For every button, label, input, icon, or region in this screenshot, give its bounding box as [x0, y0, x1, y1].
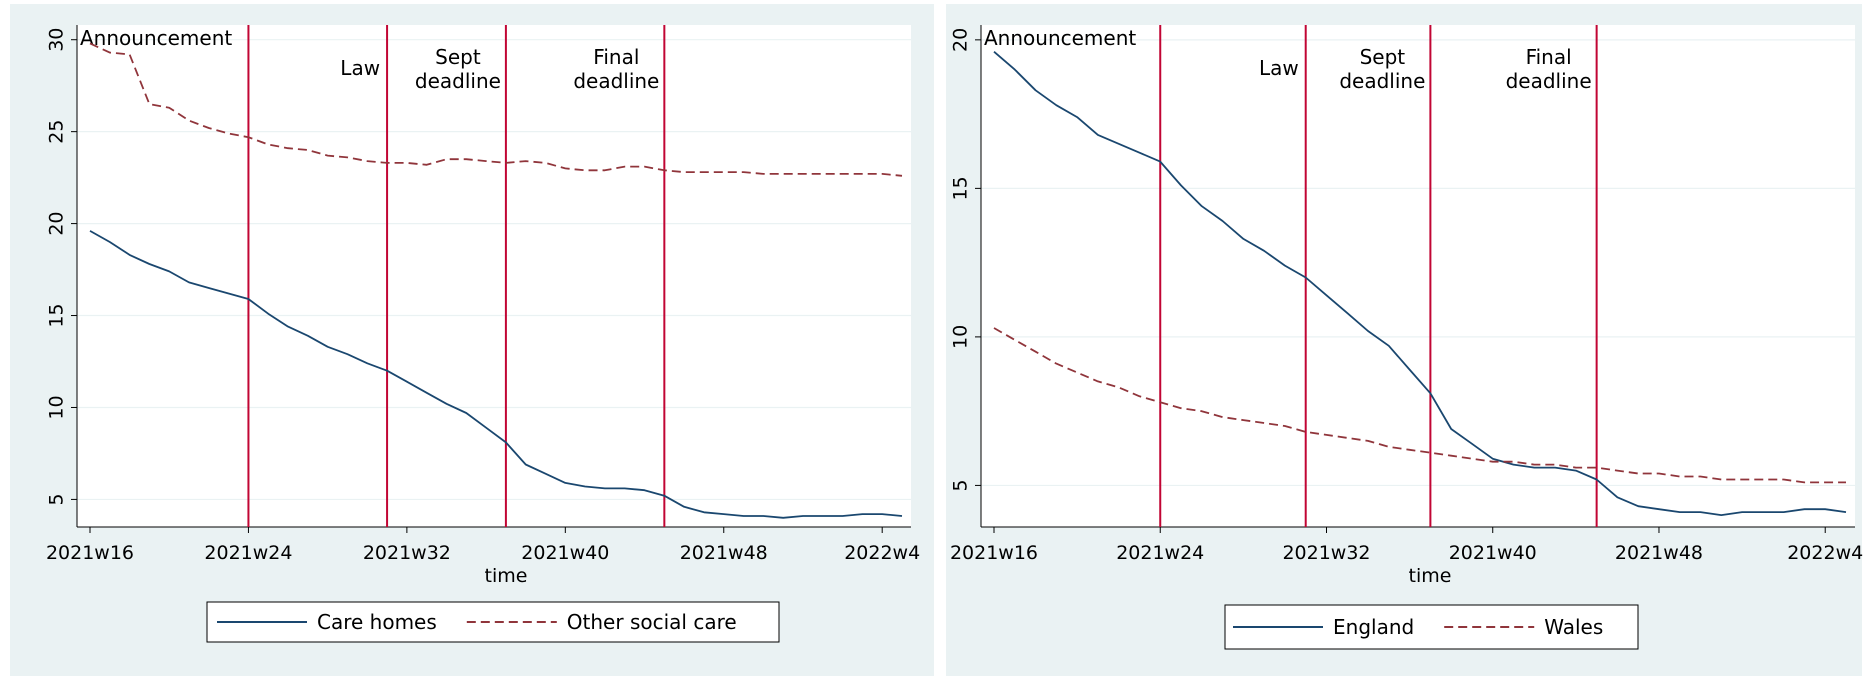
- legend-label: England: [1333, 615, 1414, 639]
- x-tick-label: 2022w4: [1787, 542, 1863, 564]
- series-line-care-homes: [89, 230, 903, 519]
- plot-area: [981, 25, 1855, 527]
- y-tick-label: 10: [950, 325, 972, 349]
- series-line-england: [993, 51, 1847, 516]
- x-tick-label: 2021w40: [1449, 542, 1537, 564]
- event-label: deadline: [573, 69, 659, 93]
- event-label: Sept: [1360, 45, 1406, 69]
- x-tick-label: 2021w24: [204, 542, 292, 564]
- x-tick-label: 2021w32: [1282, 542, 1370, 564]
- series-line-other-social-care: [89, 42, 903, 177]
- x-tick-label: 2021w16: [950, 542, 1038, 564]
- event-label: Sept: [435, 45, 481, 69]
- event-label: deadline: [1506, 69, 1592, 93]
- x-tick-label: 2022w4: [844, 542, 920, 564]
- legend-label: Care homes: [317, 610, 437, 634]
- panel-right: 5 10 15 20 2021w16 2021w24 2021w32 2021w40 2021w…: [946, 4, 1863, 676]
- panel-left: 5 10 15 20 25 30 2021w16 2021w24 2021w32 2021w40 2…: [10, 4, 934, 676]
- y-tick-label: 25: [46, 120, 68, 144]
- y-tick-label: 10: [46, 395, 68, 419]
- event-label: Final: [593, 45, 639, 69]
- y-tick-label: 5: [950, 479, 972, 491]
- event-label: Law: [340, 56, 380, 80]
- y-tick-label: 30: [46, 28, 68, 52]
- x-axis-label: time: [1409, 565, 1452, 587]
- x-tick-label: 2021w48: [1615, 542, 1703, 564]
- y-tick-label: 20: [45, 211, 67, 235]
- event-label: deadline: [415, 69, 501, 93]
- y-tick-label: 5: [46, 493, 68, 505]
- y-tick-label: 20: [950, 28, 972, 52]
- legend-label: Other social care: [567, 610, 737, 634]
- y-tick-label: 15: [46, 303, 68, 327]
- x-tick-label: 2021w32: [363, 542, 451, 564]
- event-label: Law: [1259, 56, 1299, 80]
- legend-label: Wales: [1544, 615, 1603, 639]
- event-label: Announcement: [80, 26, 232, 50]
- event-label: deadline: [1339, 69, 1425, 93]
- event-label: Announcement: [984, 26, 1136, 50]
- x-tick-label: 2021w24: [1116, 542, 1204, 564]
- y-tick-label: 15: [950, 176, 972, 200]
- x-axis-label: time: [485, 565, 528, 587]
- x-tick-label: 2021w48: [680, 542, 768, 564]
- x-tick-label: 2021w40: [521, 542, 609, 564]
- plot-area: [77, 25, 911, 527]
- x-tick-label: 2021w16: [46, 542, 134, 564]
- event-label: Final: [1526, 45, 1572, 69]
- series-line-wales: [993, 327, 1846, 484]
